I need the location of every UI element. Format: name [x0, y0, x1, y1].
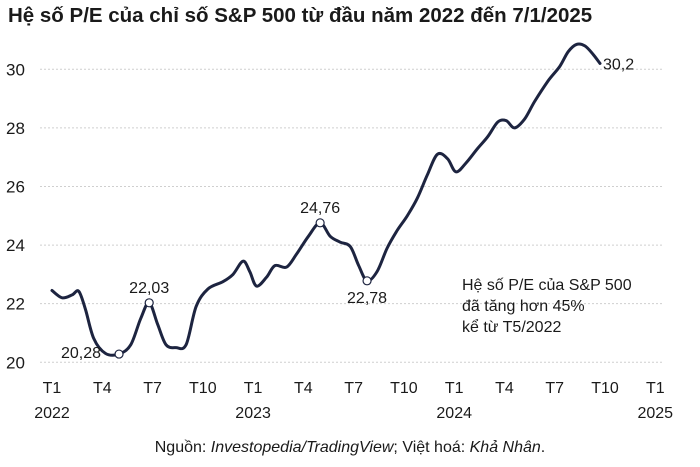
data-label-2: 24,76: [300, 200, 340, 217]
source-name: Investopedia/TradingView: [210, 439, 394, 456]
x-axis-ticks: T1 2022 T4 T7 T10 T1 2023 T4 T7 T10 T1 2024 T4 T7 T10 T…: [34, 380, 673, 422]
translator-name: Khả Nhân: [469, 439, 541, 456]
x-tick-year-2025: 2025: [637, 405, 673, 422]
y-tick-label-24: 24: [6, 236, 25, 255]
series: [50, 42, 602, 357]
y-tick-label-26: 26: [6, 177, 25, 196]
data-point-marker-2: [315, 218, 325, 228]
x-tick-month-8: T1: [445, 380, 464, 397]
x-tick-month-11: T10: [591, 380, 619, 397]
x-tick-month-5: T4: [294, 380, 313, 397]
source-note: Nguồn: Investopedia/TradingView; Việt ho…: [0, 439, 700, 457]
y-tick-label-20: 20: [6, 353, 25, 372]
chart-title: Hệ số P/E của chỉ số S&P 500 từ đầu năm …: [8, 4, 593, 27]
source-suffix: .: [540, 439, 546, 456]
data-point-marker-0: [114, 349, 124, 359]
y-tick-label-28: 28: [6, 119, 25, 138]
chart-annotation: Hệ số P/E của S&P 500 đã tăng hơn 45% kể…: [462, 275, 632, 338]
data-point-marker-1: [144, 298, 154, 308]
annotation-line-3: kể từ T5/2022: [462, 319, 562, 336]
series-line-0: [50, 42, 602, 357]
source-prefix: Nguồn:: [154, 439, 211, 456]
x-tick-month-4: T1: [244, 380, 263, 397]
data-point-marker-3: [362, 276, 372, 286]
x-tick-month-1: T4: [93, 380, 112, 397]
x-tick-month-0: T1: [43, 380, 62, 397]
y-tick-label-22: 22: [6, 295, 25, 314]
x-tick-month-7: T10: [390, 380, 418, 397]
x-tick-month-10: T7: [545, 380, 564, 397]
x-tick-year-2024: 2024: [436, 405, 472, 422]
x-tick-month-2: T7: [143, 380, 162, 397]
y-tick-label-30: 30: [6, 60, 25, 79]
x-tick-year-2022: 2022: [34, 405, 70, 422]
data-label-4: 30,2: [603, 56, 634, 73]
x-tick-month-12: T1: [646, 380, 665, 397]
annotation-line-1: Hệ số P/E của S&P 500: [462, 277, 632, 294]
annotation-line-2: đã tăng hơn 45%: [462, 298, 585, 315]
x-tick-month-9: T4: [495, 380, 514, 397]
y-axis-ticks: 20 22 24 26 28 30: [6, 60, 25, 372]
source-middle: ; Việt hoá:: [393, 439, 470, 456]
data-label-3: 22,78: [347, 290, 387, 307]
data-label-1: 22,03: [129, 280, 169, 297]
data-labels: 20,28 22,03 24,76 22,78 30,2: [61, 56, 634, 362]
data-label-0: 20,28: [61, 345, 101, 362]
gridlines: [40, 68, 664, 363]
x-tick-month-3: T10: [189, 380, 217, 397]
x-tick-year-2023: 2023: [235, 405, 271, 422]
x-tick-month-6: T7: [344, 380, 363, 397]
